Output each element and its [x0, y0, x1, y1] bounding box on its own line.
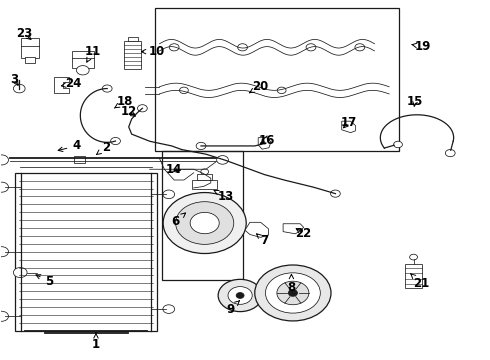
Bar [128, 37, 138, 41]
Text: 21: 21 [411, 274, 429, 290]
Text: 22: 22 [295, 226, 312, 239]
Text: 16: 16 [259, 134, 275, 147]
Circle shape [138, 105, 147, 112]
Text: 10: 10 [142, 45, 165, 58]
Bar [124, 41, 142, 69]
Circle shape [169, 44, 179, 51]
Text: 23: 23 [16, 27, 32, 40]
Text: 3: 3 [10, 73, 19, 86]
Text: 20: 20 [249, 80, 269, 93]
Bar [405, 264, 422, 288]
Text: 2: 2 [97, 141, 110, 154]
Text: 7: 7 [257, 234, 269, 247]
Circle shape [355, 44, 365, 51]
Text: 24: 24 [61, 77, 81, 90]
Bar [74, 156, 85, 163]
Circle shape [277, 87, 286, 94]
Circle shape [163, 193, 246, 253]
Circle shape [236, 293, 244, 298]
Bar [25, 57, 35, 63]
Circle shape [13, 84, 25, 93]
Bar [21, 39, 39, 58]
Circle shape [228, 287, 252, 304]
Polygon shape [342, 121, 355, 133]
Text: 5: 5 [36, 275, 54, 288]
Text: 13: 13 [214, 190, 234, 203]
Text: 14: 14 [166, 163, 182, 176]
Text: 12: 12 [121, 105, 137, 118]
Polygon shape [245, 222, 269, 237]
Circle shape [163, 190, 174, 199]
Text: 8: 8 [287, 274, 295, 294]
Circle shape [331, 190, 340, 197]
Circle shape [255, 265, 331, 321]
Bar [72, 50, 94, 68]
Text: 11: 11 [84, 45, 100, 62]
Polygon shape [283, 224, 304, 234]
Text: 9: 9 [226, 301, 240, 316]
Circle shape [393, 141, 402, 148]
Circle shape [238, 44, 247, 51]
Bar [197, 174, 212, 180]
Circle shape [306, 44, 316, 51]
Circle shape [13, 267, 27, 278]
Text: 4: 4 [58, 139, 80, 152]
Text: 6: 6 [172, 213, 186, 228]
Text: 15: 15 [407, 95, 423, 108]
Text: 1: 1 [92, 333, 100, 351]
Circle shape [163, 305, 174, 314]
Polygon shape [54, 77, 69, 93]
Text: 19: 19 [412, 40, 432, 53]
Text: 18: 18 [114, 95, 133, 108]
Circle shape [0, 247, 8, 257]
Circle shape [217, 156, 228, 164]
Circle shape [201, 169, 209, 175]
Circle shape [196, 142, 206, 149]
Bar [193, 180, 217, 189]
Text: 17: 17 [341, 116, 357, 129]
Circle shape [102, 85, 112, 92]
Circle shape [175, 202, 234, 244]
Circle shape [0, 182, 8, 192]
Circle shape [266, 273, 320, 313]
Circle shape [76, 66, 89, 75]
Circle shape [0, 155, 8, 165]
Circle shape [111, 138, 121, 145]
Circle shape [0, 311, 8, 321]
Circle shape [277, 281, 309, 305]
Circle shape [445, 149, 455, 157]
Circle shape [218, 279, 262, 312]
Circle shape [190, 212, 219, 234]
Circle shape [179, 87, 188, 94]
Polygon shape [258, 138, 271, 149]
Circle shape [410, 254, 417, 260]
Circle shape [288, 289, 297, 296]
